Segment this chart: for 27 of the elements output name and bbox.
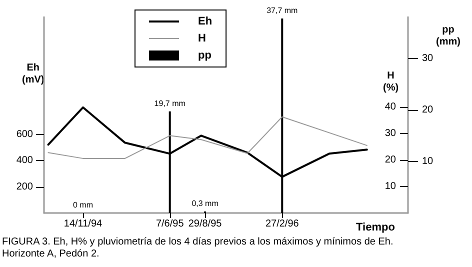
x-axis-title: Tiempo	[356, 222, 396, 234]
y-tick-label: 400	[16, 155, 34, 166]
y2-tick-label: 20	[384, 154, 396, 166]
data-label: 19,7 mm	[154, 98, 186, 108]
y-axis-title: Eh (mV)	[22, 62, 44, 86]
y2-tick-label: 30	[384, 128, 396, 140]
y2-tick-label: 10	[384, 181, 396, 192]
line-series	[48, 116, 368, 159]
y-tick-label: 200	[16, 181, 34, 192]
legend-label: pp	[198, 50, 212, 62]
legend-label: H	[198, 32, 206, 44]
data-label: 0,3 mm	[192, 198, 219, 208]
y2-axis-title: H (%)	[382, 70, 399, 94]
legend-label: Eh	[198, 16, 212, 28]
y3-axis-title: pp (mm)	[436, 24, 460, 48]
y2-tick-label: 40	[384, 102, 396, 113]
y3-tick-label: 30	[422, 52, 434, 64]
y3-tick-label: 20	[422, 104, 434, 116]
y3-tick-label: 10	[422, 156, 434, 167]
data-label: 0 mm	[72, 200, 94, 210]
y-tick-label: 600	[16, 129, 34, 140]
x-tick-label: 29/8/95	[188, 218, 222, 230]
x-tick-label: 27/2/96	[265, 218, 300, 230]
text: FIGURA 3. Eh, H% y pluviometría de los 4 días previos a los máximos y mínimos de Eh. Horizonte A, Pedón 2.	[2, 236, 396, 260]
x-tick-label: 7/6/95	[156, 218, 184, 230]
x-tick-label: 14/11/94	[64, 218, 103, 230]
data-label: 37,7 mm	[266, 6, 298, 16]
